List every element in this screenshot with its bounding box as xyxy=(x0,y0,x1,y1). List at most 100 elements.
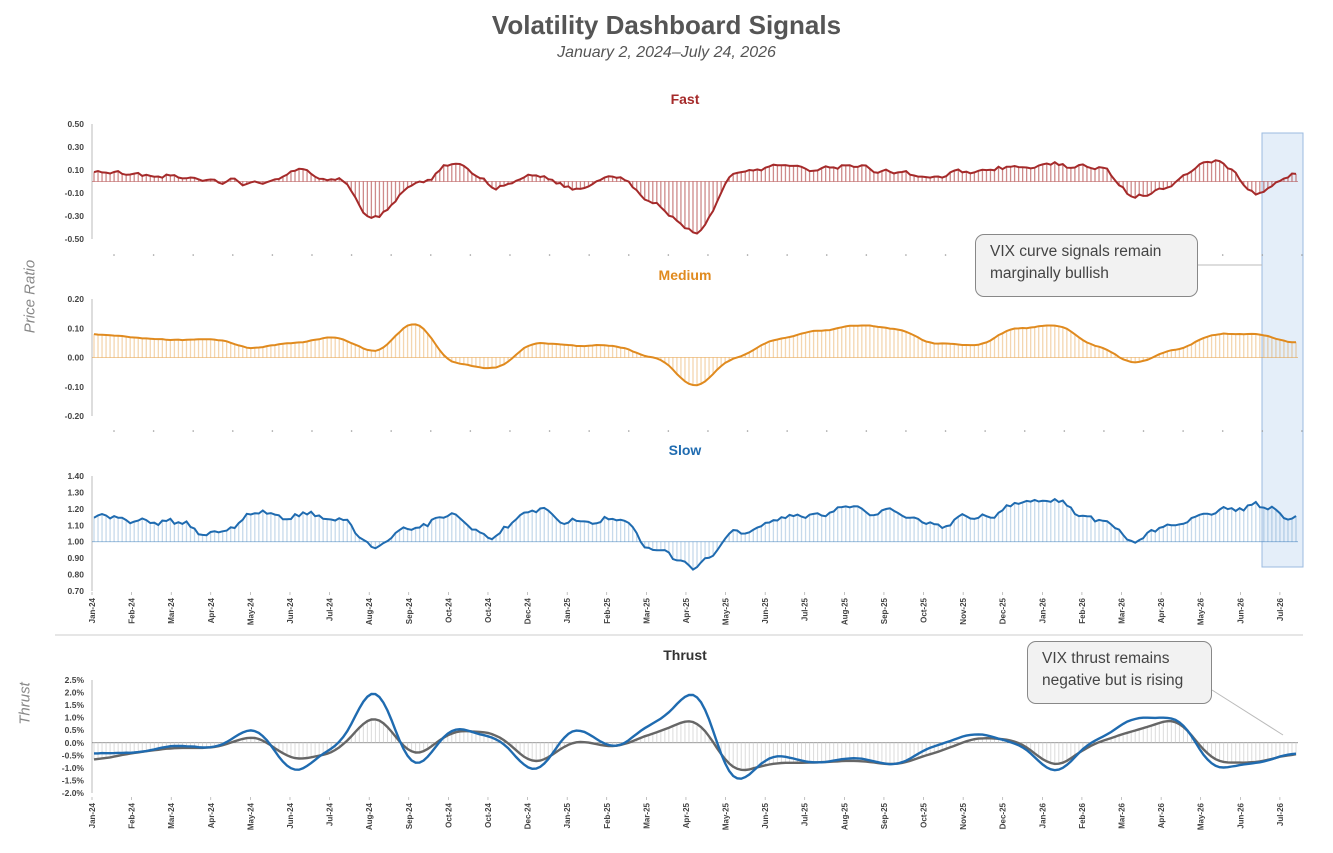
fast-x-tick-dot xyxy=(390,254,392,256)
fast-x-tick-dot xyxy=(469,254,472,256)
thrust-x-tick-label: Apr-26 xyxy=(1157,802,1166,828)
callout-vix-thrust: VIX thrust remains negative but is risin… xyxy=(1027,641,1212,704)
thrust-x-tick-label: Jun-26 xyxy=(1236,802,1245,828)
fast-y-tick-label: -0.30 xyxy=(65,211,85,221)
thrust-x-tick-label: Mar-24 xyxy=(167,802,176,828)
slow-panel: Slow 1.40 1.30 1.20 1.10 1.00 0.90 0.80 0.70 xyxy=(67,442,1298,596)
thrust-x-tick-label: Jul-24 xyxy=(326,802,335,826)
thrust-x-tick-label: Feb-24 xyxy=(128,802,137,828)
fast-x-tick-dot xyxy=(231,254,234,256)
medium-x-tick-dot xyxy=(1221,430,1224,432)
thrust-x-tick-label: Jul-26 xyxy=(1276,802,1285,826)
thrust-x-tick-label: Jan-25 xyxy=(563,802,572,828)
medium-panel-title: Medium xyxy=(659,267,712,283)
medium-x-tick-dot xyxy=(627,430,630,432)
fast-y-tick-label: 0.30 xyxy=(67,142,84,152)
medium-x-tick-dot xyxy=(984,430,986,432)
thrust-y-tick-label: -2.0% xyxy=(62,788,85,798)
slow-x-tick-label: Feb-24 xyxy=(128,597,137,623)
medium-x-tick-dot xyxy=(865,430,868,432)
thrust-y-tick-label: 1.5% xyxy=(65,700,85,710)
fast-x-tick-dot xyxy=(271,254,274,256)
thrust-panel-title: Thrust xyxy=(663,647,707,663)
slow-x-tick-label: Apr-25 xyxy=(682,597,691,623)
medium-x-tick-dot xyxy=(429,430,432,432)
fast-y-tick-label: 0.50 xyxy=(67,119,84,129)
slow-x-tick-label: Mar-25 xyxy=(642,597,651,623)
slow-y-tick-label: 1.20 xyxy=(67,504,84,514)
thrust-y-tick-label: -1.0% xyxy=(62,763,85,773)
medium-y-tick-label: 0.00 xyxy=(67,353,84,363)
thrust-blue-series-line xyxy=(94,692,1297,780)
recent-period-highlight xyxy=(1261,132,1304,568)
fast-x-tick-dot xyxy=(311,254,313,256)
thrust-x-tick-label: Jun-24 xyxy=(286,802,295,828)
slow-x-tick-label: Dec-25 xyxy=(999,597,1008,624)
medium-series-line xyxy=(93,323,1296,387)
thrust-x-tick-label: Mar-25 xyxy=(642,802,651,828)
thrust-y-tick-label: -1.5% xyxy=(62,775,85,785)
slow-x-tick-label: Sep-24 xyxy=(405,597,414,624)
thrust-x-tick-label: Nov-25 xyxy=(959,802,968,829)
thrust-x-tick-label: Jun-25 xyxy=(761,802,770,828)
slow-y-tick-label: 1.30 xyxy=(67,487,84,497)
slow-x-tick-label: Sep-25 xyxy=(880,597,889,624)
thrust-y-tick-label: 2.5% xyxy=(65,675,85,685)
fast-x-tick-dot xyxy=(865,254,868,256)
fast-x-tick-dot xyxy=(548,254,551,256)
slow-x-tick-label: Jan-24 xyxy=(88,597,97,623)
slow-x-tick-label: Jul-24 xyxy=(326,597,335,621)
thrust-x-tick-label: Oct-24 xyxy=(484,802,493,827)
slow-x-tick-label: Jun-26 xyxy=(1236,597,1245,623)
slow-x-tick-label: Jul-25 xyxy=(801,597,810,621)
thrust-x-tick-label: Feb-26 xyxy=(1078,802,1087,828)
medium-x-tick-dot xyxy=(390,430,392,432)
medium-x-tick-dot xyxy=(825,430,828,432)
thrust-gray-series-line xyxy=(93,718,1297,772)
thrust-x-tick-label: Dec-24 xyxy=(524,802,533,829)
medium-x-tick-dot xyxy=(1063,430,1066,432)
slow-x-tick-label: Jun-25 xyxy=(761,597,770,623)
slow-x-tick-label: May-25 xyxy=(722,597,731,625)
slow-x-tick-label: Jan-25 xyxy=(563,597,572,623)
medium-x-tick-dot xyxy=(113,430,115,432)
slow-x-tick-label: Apr-26 xyxy=(1157,597,1166,623)
medium-x-tick-dot xyxy=(271,430,274,432)
callout-vix-curve-line-1: VIX curve signals remain xyxy=(990,243,1162,260)
medium-x-tick-dot xyxy=(509,430,511,432)
medium-x-tick-dot xyxy=(1301,430,1303,432)
fast-x-tick-dot xyxy=(1301,254,1303,256)
medium-x-tick-dot xyxy=(469,430,472,432)
medium-x-tick-dot xyxy=(905,430,907,432)
thrust-y-tick-label: 1.0% xyxy=(65,713,85,723)
fast-series-line xyxy=(93,159,1297,235)
thrust-x-tick-label: Jul-25 xyxy=(801,802,810,826)
callout-vix-thrust-line-1: VIX thrust remains xyxy=(1042,650,1170,667)
medium-x-tick-dot xyxy=(746,430,749,432)
slow-x-tick-label: Jul-26 xyxy=(1276,597,1285,621)
medium-x-tick-dot xyxy=(152,430,155,432)
medium-x-tick-dot xyxy=(192,430,194,432)
thrust-x-tick-label: May-25 xyxy=(722,802,731,830)
slow-y-tick-label: 0.70 xyxy=(67,586,84,596)
fast-x-tick-dot xyxy=(944,254,947,256)
thrust-x-tick-label: Mar-26 xyxy=(1118,802,1127,828)
fast-x-tick-dot xyxy=(1261,254,1264,256)
thrust-x-tick-label: Oct-25 xyxy=(920,802,929,827)
fast-x-tick-dot xyxy=(429,254,432,256)
medium-x-tick-dot xyxy=(1103,430,1105,432)
fast-x-tick-dot xyxy=(1221,254,1224,256)
fast-x-tick-dot xyxy=(152,254,155,256)
fast-panel-title: Fast xyxy=(671,91,700,107)
slow-series-line xyxy=(93,497,1297,571)
fast-x-tick-dot xyxy=(905,254,907,256)
thrust-x-tick-label: Dec-25 xyxy=(999,802,1008,829)
fast-x-tick-dot xyxy=(746,254,749,256)
slow-x-tick-label: Mar-24 xyxy=(167,597,176,623)
thrust-y-tick-label: 0.0% xyxy=(65,738,85,748)
slow-x-tick-label: Dec-24 xyxy=(524,597,533,624)
thrust-x-tick-label: Sep-25 xyxy=(880,802,889,829)
fast-x-tick-dot xyxy=(113,254,115,256)
fast-x-tick-dot xyxy=(667,254,670,256)
